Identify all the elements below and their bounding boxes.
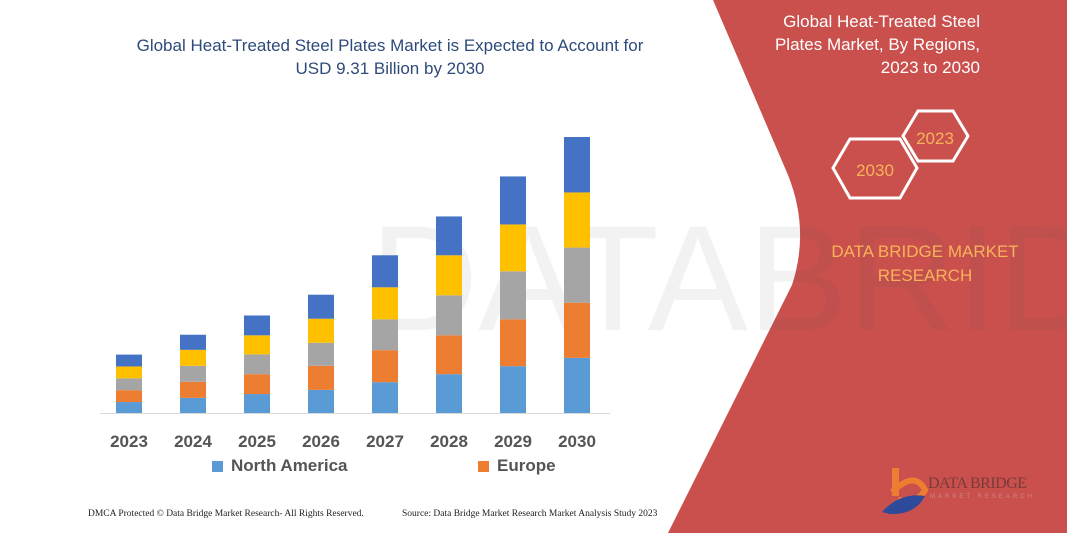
hexagon-2030: 2030 <box>831 137 919 200</box>
bar-segment-2026-4 <box>308 294 334 319</box>
stacked-bar-chart: 2023 2024 2025 2026 2027 2028 2029 2030 <box>100 137 610 451</box>
bar-segment-2026-1 <box>308 365 334 390</box>
bar-segment-2025-1 <box>244 374 270 395</box>
logo-text: DATA BRIDGE <box>928 475 1027 492</box>
bar-segment-2024-2 <box>180 365 206 382</box>
bar-segment-2024-3 <box>180 349 206 366</box>
bar-segment-2023-4 <box>116 354 142 367</box>
bar-segment-2029-4 <box>500 176 526 225</box>
bar-segment-2025-4 <box>244 315 270 336</box>
brand-text: DATA BRIDGE MARKET RESEARCH <box>831 242 1019 285</box>
bar-segment-2028-2 <box>436 295 462 336</box>
bar-segment-2026-0 <box>308 389 334 413</box>
bar-segment-2030-4 <box>564 137 590 193</box>
legend-label: Europe <box>497 456 556 475</box>
bar-segment-2028-0 <box>436 374 462 413</box>
legend-swatch <box>478 460 489 472</box>
hexagon-2023-label: 2023 <box>916 129 954 148</box>
legend-swatch <box>212 460 223 472</box>
footer-copyright: DMCA Protected © Data Bridge Market Rese… <box>88 509 364 519</box>
hexagon-2030-label: 2030 <box>856 161 894 180</box>
bar-segment-2030-0 <box>564 357 590 413</box>
bar-segment-2029-1 <box>500 319 526 367</box>
bar-segment-2024-4 <box>180 334 206 350</box>
legend-north-america: North America <box>212 456 348 476</box>
bar-segment-2025-3 <box>244 335 270 355</box>
bar-segment-2027-2 <box>372 319 398 351</box>
bar-segment-2029-0 <box>500 366 526 413</box>
bar-segment-2030-2 <box>564 247 590 303</box>
legend-europe: Europe <box>478 456 556 476</box>
bar-segment-2027-1 <box>372 350 398 383</box>
footer-source: Source: Data Bridge Market Research Mark… <box>402 509 658 519</box>
x-tick-label: 2028 <box>430 432 468 451</box>
chart-title: Global Heat-Treated Steel Plates Market … <box>136 36 644 78</box>
x-tick-label: 2025 <box>238 432 276 451</box>
bar-segment-2026-3 <box>308 318 334 343</box>
bar-segment-2023-2 <box>116 378 142 391</box>
bar-segment-2024-1 <box>180 381 206 398</box>
side-panel-title: Global Heat-Treated Steel Plates Market,… <box>774 12 980 77</box>
bar-segment-2023-0 <box>116 402 142 413</box>
bar-segment-2026-2 <box>308 342 334 366</box>
bar-segment-2023-3 <box>116 366 142 379</box>
bar-segment-2029-3 <box>500 224 526 272</box>
logo-subtext: MARKET RESEARCH <box>930 494 1035 500</box>
x-tick-label: 2030 <box>558 432 596 451</box>
bar-segment-2030-1 <box>564 302 590 358</box>
bar-segment-2030-3 <box>564 192 590 248</box>
bar-segment-2023-1 <box>116 390 142 403</box>
x-tick-label: 2029 <box>494 432 532 451</box>
bar-segment-2027-4 <box>372 255 398 288</box>
bar-segment-2027-3 <box>372 287 398 320</box>
bar-segment-2029-2 <box>500 271 526 320</box>
bar-segment-2024-0 <box>180 397 206 413</box>
x-tick-label: 2024 <box>174 432 212 451</box>
bar-segment-2028-3 <box>436 255 462 296</box>
legend-label: North America <box>231 456 348 475</box>
bar-segment-2027-0 <box>372 382 398 413</box>
logo-icon <box>882 468 929 515</box>
bar-segment-2028-1 <box>436 335 462 375</box>
x-tick-label: 2023 <box>110 432 148 451</box>
hexagon-2023: 2023 <box>901 109 970 163</box>
bar-segment-2028-4 <box>436 216 462 256</box>
bar-segment-2025-2 <box>244 354 270 375</box>
x-tick-label: 2027 <box>366 432 404 451</box>
x-tick-label: 2026 <box>302 432 340 451</box>
bar-segment-2025-0 <box>244 394 270 413</box>
